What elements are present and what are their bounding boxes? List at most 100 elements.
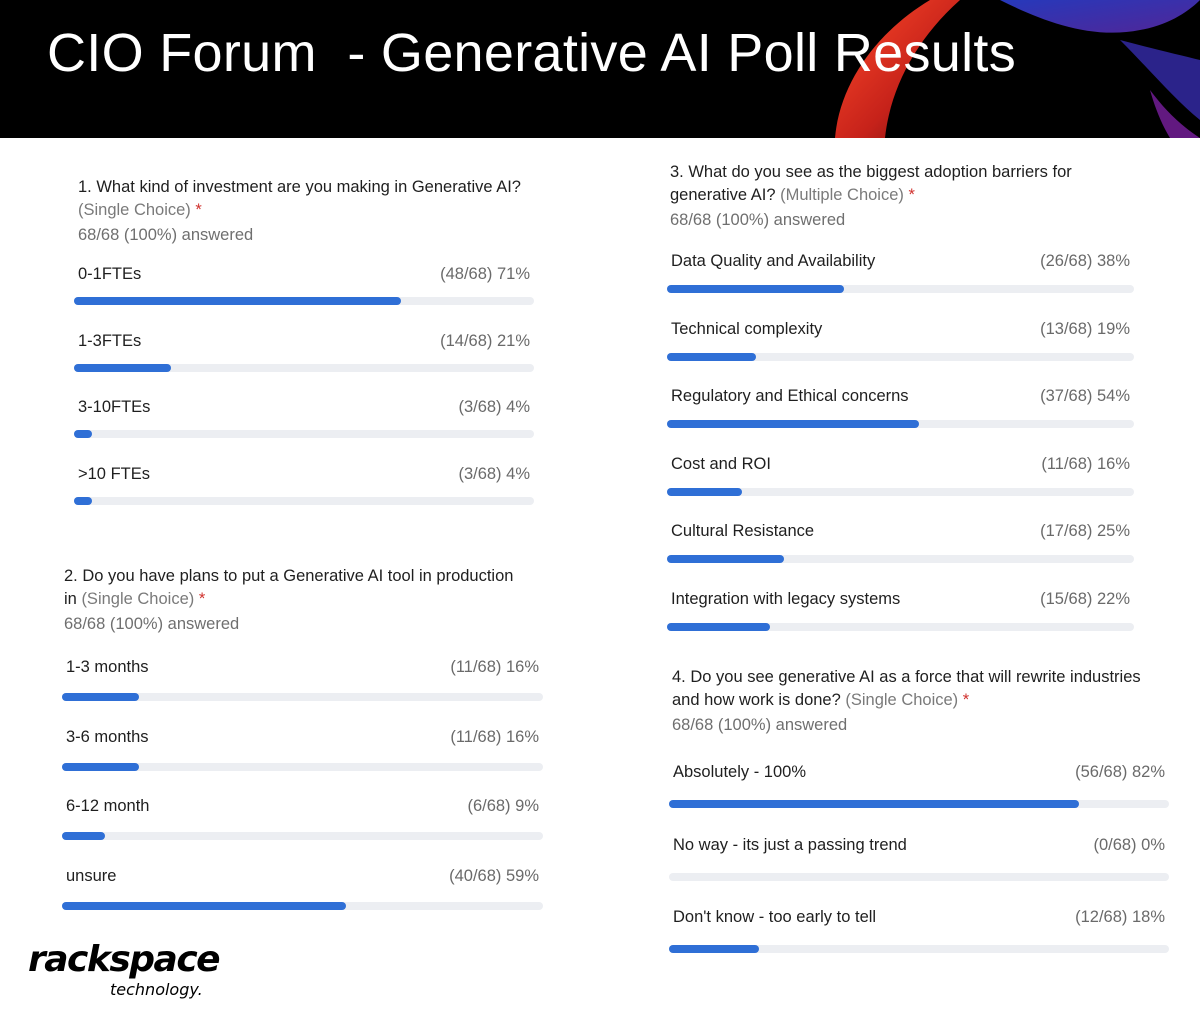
result-bar-track — [667, 352, 1134, 361]
option-label: Cost and ROI — [671, 454, 771, 473]
result-bar-track — [62, 762, 543, 771]
option-label: 6-12 month — [66, 797, 150, 815]
question-type: (Single Choice) — [845, 691, 959, 709]
option-label: Integration with legacy systems — [671, 589, 901, 608]
option-result: (56/68) 82% — [1075, 763, 1165, 781]
result-bar-fill — [62, 832, 106, 840]
result-bar-track — [74, 297, 534, 305]
option-label: 1-3FTEs — [78, 331, 142, 350]
header-banner: CIO Forum - Generative AI Poll Results — [0, 0, 1200, 138]
option-label: 3-6 months — [66, 727, 149, 746]
question-title: 2. Do you have plans to put a Generative… — [64, 567, 514, 608]
question-text: 2. Do you have plans to put a Generative… — [64, 565, 514, 611]
question-text: 1. What kind of investment are you makin… — [78, 176, 538, 222]
poll-option: 1-3 months (11/68) 16% — [62, 658, 543, 701]
question-type: (Single Choice) — [81, 590, 195, 608]
poll-option: Technical complexity (13/68) 19% — [667, 320, 1134, 361]
result-bar-track — [74, 496, 534, 505]
result-bar-track — [667, 622, 1134, 631]
poll-option: Integration with legacy systems (15/68) 2… — [667, 590, 1134, 631]
option-label: Data Quality and Availability — [671, 252, 876, 270]
result-bar-track — [62, 693, 543, 701]
result-bar-track — [667, 487, 1134, 496]
option-label: 0-1FTEs — [78, 265, 142, 283]
poll-question-1: 1. What kind of investment are you makin… — [78, 176, 538, 245]
poll-option: 3-10FTEs (3/68) 4% — [74, 398, 534, 438]
poll-option: Don't know - too early to tell (12/68) 18… — [669, 908, 1169, 953]
poll-option: 0-1FTEs (48/68) 71% — [74, 265, 534, 305]
result-bar-fill — [667, 352, 756, 361]
question-text: 3. What do you see as the biggest adopti… — [670, 161, 1130, 207]
option-result: (11/68) 16% — [450, 658, 539, 676]
result-bar-track — [669, 872, 1169, 881]
option-result: (6/68) 9% — [467, 797, 539, 815]
result-bar-track — [667, 555, 1134, 563]
result-bar-fill — [74, 363, 171, 372]
answered-count: 68/68 (100%) answered — [670, 211, 846, 229]
question-title: 3. What do you see as the biggest adopti… — [670, 163, 1072, 204]
option-label: 3-10FTEs — [78, 398, 151, 416]
result-bar-fill — [62, 762, 139, 771]
answered-count: 68/68 (100%) answered — [672, 716, 848, 734]
option-label: Cultural Resistance — [671, 522, 815, 540]
result-bar-fill — [667, 622, 770, 631]
result-bar-fill — [667, 285, 845, 293]
result-bar-track — [669, 800, 1169, 808]
option-label: unsure — [66, 866, 117, 885]
question-type: (Multiple Choice) — [780, 186, 904, 204]
question-type: (Single Choice) — [78, 201, 191, 219]
option-result: (15/68) 22% — [1040, 589, 1130, 608]
result-bar-fill — [667, 487, 742, 496]
required-star: * — [195, 201, 202, 219]
question-text: 4. Do you see generative AI as a force t… — [672, 666, 1152, 712]
result-bar-fill — [667, 555, 784, 563]
option-result: (13/68) 19% — [1040, 319, 1130, 338]
poll-option: Cost and ROI (11/68) 16% — [667, 455, 1134, 496]
poll-question-4: 4. Do you see generative AI as a force t… — [672, 666, 1152, 735]
answered-count: 68/68 (100%) answered — [64, 615, 240, 633]
option-label: Technical complexity — [671, 319, 823, 338]
question-title: 4. Do you see generative AI as a force t… — [672, 668, 1141, 709]
option-result: (3/68) 4% — [458, 464, 530, 483]
poll-option: >10 FTEs (3/68) 4% — [74, 465, 534, 505]
option-result: (48/68) 71% — [440, 265, 530, 283]
answered-count: 68/68 (100%) answered — [78, 226, 254, 244]
result-bar-track — [74, 363, 534, 372]
poll-option: Data Quality and Availability (26/68) 38% — [667, 252, 1134, 293]
poll-option: No way - its just a passing trend (0/68) … — [669, 836, 1169, 881]
result-bar-fill — [62, 693, 139, 701]
result-bar-track — [667, 285, 1134, 293]
required-star: * — [962, 691, 970, 709]
option-result: (40/68) 59% — [449, 866, 539, 885]
page-title: CIO Forum - Generative AI Poll Results — [47, 23, 1017, 83]
poll-option: Absolutely - 100% (56/68) 82% — [669, 763, 1169, 808]
result-bar-fill — [62, 901, 346, 910]
poll-option: 1-3FTEs (14/68) 21% — [74, 332, 534, 372]
option-label: Don't know - too early to tell — [673, 908, 877, 926]
poll-question-3: 3. What do you see as the biggest adopti… — [670, 161, 1130, 230]
option-result: (11/68) 16% — [450, 727, 539, 746]
option-result: (11/68) 16% — [1041, 454, 1130, 473]
option-label: >10 FTEs — [78, 464, 150, 483]
poll-option: Regulatory and Ethical concerns (37/68) 5… — [667, 387, 1134, 428]
result-bar-fill — [667, 420, 920, 428]
result-bar-track — [62, 901, 543, 910]
result-bar-track — [74, 430, 534, 438]
option-label: Absolutely - 100% — [673, 763, 806, 781]
poll-option: 3-6 months (11/68) 16% — [62, 728, 543, 771]
option-result: (17/68) 25% — [1040, 522, 1130, 540]
question-title: 1. What kind of investment are you makin… — [78, 178, 521, 196]
option-result: (0/68) 0% — [1093, 835, 1165, 854]
result-bar-fill — [74, 297, 401, 305]
result-bar-fill — [74, 496, 93, 505]
option-label: 1-3 months — [66, 658, 149, 676]
rackspace-logo: rackspace technology. — [28, 940, 221, 1000]
option-result: (12/68) 18% — [1075, 908, 1165, 926]
result-bar-fill — [74, 430, 93, 438]
poll-option: unsure (40/68) 59% — [62, 867, 543, 910]
result-bar-track — [669, 945, 1169, 953]
poll-option: 6-12 month (6/68) 9% — [62, 797, 543, 840]
required-star: * — [908, 186, 915, 204]
option-result: (3/68) 4% — [458, 398, 530, 416]
result-bar-track — [667, 420, 1134, 428]
